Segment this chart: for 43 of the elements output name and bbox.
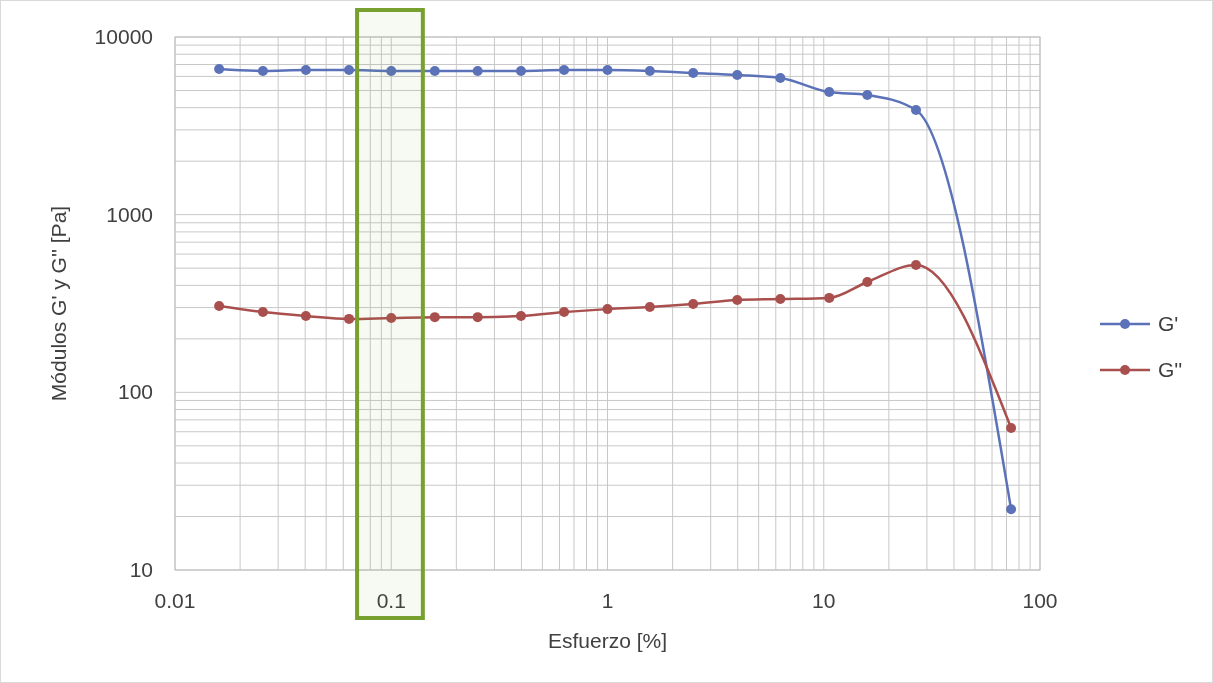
point — [688, 68, 699, 79]
x-tick-label: 10 — [812, 589, 836, 612]
y-tick-label: 1000 — [106, 202, 153, 226]
x-tick-label: 100 — [1022, 589, 1058, 612]
point — [344, 65, 355, 75]
point — [515, 65, 526, 76]
point — [472, 312, 483, 323]
point — [688, 299, 699, 310]
point — [775, 72, 786, 83]
point — [644, 302, 655, 313]
point — [300, 310, 311, 321]
point — [732, 294, 743, 305]
y-tick-label: 10 — [129, 558, 153, 581]
point — [559, 65, 570, 75]
point — [300, 65, 311, 75]
point — [862, 276, 873, 287]
point — [732, 70, 743, 81]
x-axis-title: Esfuerzo [%] — [547, 629, 668, 652]
point — [386, 65, 397, 76]
y-tick-label: 100 — [117, 380, 153, 404]
y-axis-title: Módulos G' y G'' [Pa] — [47, 205, 70, 402]
x-tick-label: 0.1 — [376, 589, 406, 612]
x-tick-label: 0.01 — [154, 589, 196, 612]
legend-label: G'' — [1158, 358, 1183, 381]
point — [862, 89, 873, 100]
point — [429, 312, 440, 323]
point — [775, 294, 786, 305]
y-tick-label: 10000 — [94, 25, 153, 48]
point — [559, 307, 570, 318]
point — [214, 64, 225, 75]
point — [257, 65, 268, 76]
point — [602, 65, 613, 75]
point — [472, 65, 483, 76]
point — [602, 304, 613, 315]
legend-label: G' — [1158, 312, 1179, 335]
x-tick-label: 1 — [601, 589, 614, 612]
point — [644, 65, 655, 76]
point — [429, 65, 440, 76]
point — [257, 307, 268, 318]
point — [214, 301, 225, 312]
point — [515, 310, 526, 321]
point — [344, 313, 355, 324]
point — [386, 313, 397, 324]
